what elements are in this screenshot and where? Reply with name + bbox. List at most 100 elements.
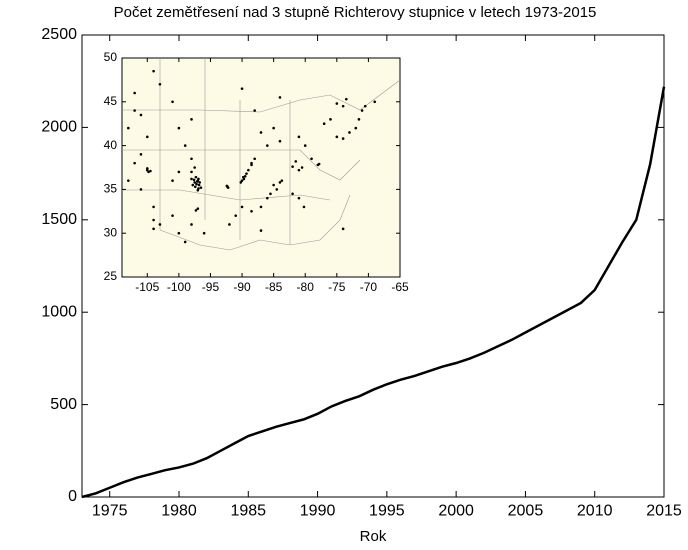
quake-point [152, 205, 155, 209]
border [122, 149, 361, 181]
quake-point [317, 162, 321, 166]
y-tick-label: 45 [104, 94, 118, 108]
coast [159, 194, 351, 251]
y-tick-label: 50 [104, 50, 118, 64]
x-tick-label: -95 [202, 280, 220, 294]
quake-point [133, 161, 136, 165]
quake-point [259, 131, 263, 134]
quake-point [341, 104, 345, 108]
y-tick-label: 40 [104, 138, 118, 152]
x-tick-label: -70 [360, 280, 378, 294]
quake-point [139, 153, 143, 156]
quake-point [300, 166, 304, 169]
quake-point [348, 131, 351, 134]
quake-point [297, 196, 301, 200]
quake-point [193, 185, 197, 189]
quake-point [192, 178, 196, 182]
quake-point [278, 96, 282, 99]
quake-point [278, 139, 282, 143]
quake-point [177, 231, 181, 235]
quake-point [145, 167, 149, 170]
quake-point [294, 160, 298, 163]
quake-point [242, 175, 245, 179]
quake-point [259, 229, 263, 232]
quake-point [190, 223, 193, 226]
quake-point [278, 181, 282, 184]
quake-point [127, 126, 130, 130]
quake-point [240, 205, 244, 209]
quake-point [177, 126, 181, 130]
quake-point [197, 183, 201, 187]
quake-point [250, 210, 253, 213]
x-tick-label: -85 [265, 280, 283, 294]
quake-point [158, 223, 162, 226]
quake-point [193, 181, 196, 184]
quake-point [194, 209, 198, 212]
y-tick-label: 30 [104, 225, 118, 239]
x-tick-label: 2000 [438, 503, 474, 520]
quake-point [152, 69, 155, 73]
x-axis-label: Rok [360, 528, 387, 545]
x-tick-label: 2015 [646, 503, 682, 520]
quake-point [341, 227, 345, 231]
quake-point [190, 170, 193, 174]
quake-point [183, 144, 187, 147]
quake-point [152, 218, 155, 222]
quake-point [199, 186, 203, 189]
quake-point [190, 118, 193, 121]
y-tick-label: 2500 [41, 26, 77, 43]
chart-title: Počet zemětřesení nad 3 stupně Richterov… [114, 4, 597, 21]
quake-point [183, 240, 187, 244]
x-tick-label: 2010 [577, 503, 613, 520]
quake-point [259, 205, 263, 209]
inset-frame [121, 57, 401, 278]
quake-point [133, 109, 136, 112]
x-tick-label: -65 [391, 280, 409, 294]
quake-point [373, 100, 377, 104]
quake-point [171, 100, 174, 104]
quake-point [145, 135, 149, 139]
quake-point [329, 118, 332, 121]
quake-point [139, 113, 143, 117]
quake-point [228, 223, 231, 226]
quake-point [139, 188, 143, 191]
quake-point [202, 231, 206, 235]
y-tick-label: 25 [104, 269, 118, 283]
quake-point [303, 144, 307, 147]
y-tick-label: 2000 [41, 119, 77, 136]
x-tick-label: -80 [297, 280, 315, 294]
quake-point [322, 122, 326, 125]
quake-point [302, 205, 306, 209]
quake-point [363, 104, 367, 108]
x-tick-label: -90 [233, 280, 251, 294]
quake-point [245, 172, 248, 175]
x-tick-label: -105 [135, 280, 159, 294]
quake-point [335, 102, 339, 105]
quake-point [193, 166, 196, 169]
quake-point [247, 168, 250, 172]
x-tick-label: 1995 [369, 503, 405, 520]
quake-point [297, 168, 301, 172]
quake-point [344, 97, 348, 101]
quake-point [158, 82, 162, 86]
map-outlines [122, 58, 401, 251]
quake-point [272, 183, 275, 187]
x-tick-label: 1985 [230, 503, 266, 520]
quake-point [275, 188, 279, 191]
quake-point [234, 214, 238, 217]
x-tick-label: -100 [167, 280, 191, 294]
quake-point [335, 135, 339, 139]
quake-point [280, 179, 284, 182]
quake-point [191, 183, 195, 187]
quake-point [196, 207, 200, 210]
quake-point [194, 175, 198, 179]
main-plot: 0 500 1000 1500 2000 2500 1975 1980 1985 1990 1995… [41, 26, 681, 519]
quake-point [195, 182, 198, 186]
border [122, 79, 401, 113]
x-tick-label: 1990 [300, 503, 336, 520]
quake-point [133, 91, 136, 95]
quake-point [291, 192, 294, 196]
x-tick-label: 1980 [161, 503, 197, 520]
quake-point [177, 170, 181, 174]
